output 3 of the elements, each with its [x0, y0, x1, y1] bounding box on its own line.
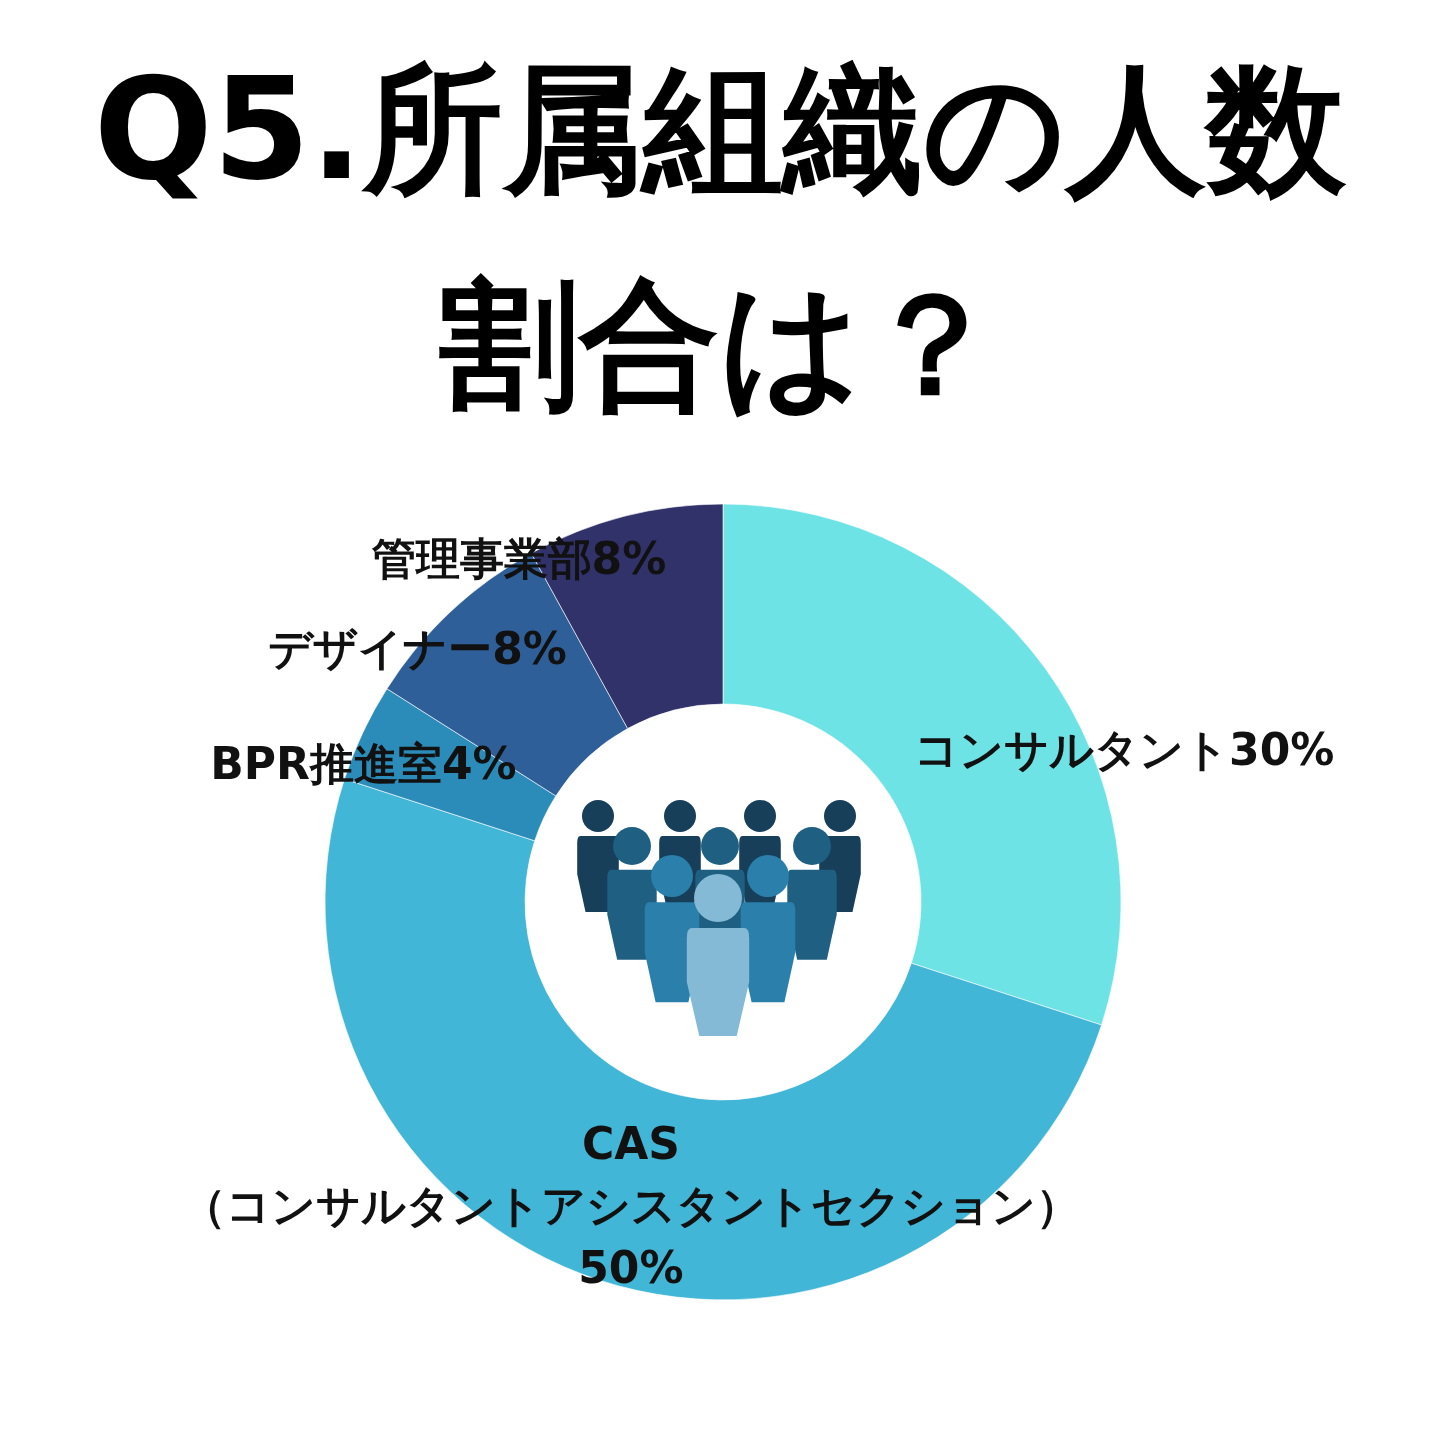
- slice-label: コンサルタント30%: [914, 723, 1335, 775]
- chart-title: Q5.所属組織の人数割合は？: [92, 47, 1348, 428]
- data-label: 50%: [578, 1241, 684, 1293]
